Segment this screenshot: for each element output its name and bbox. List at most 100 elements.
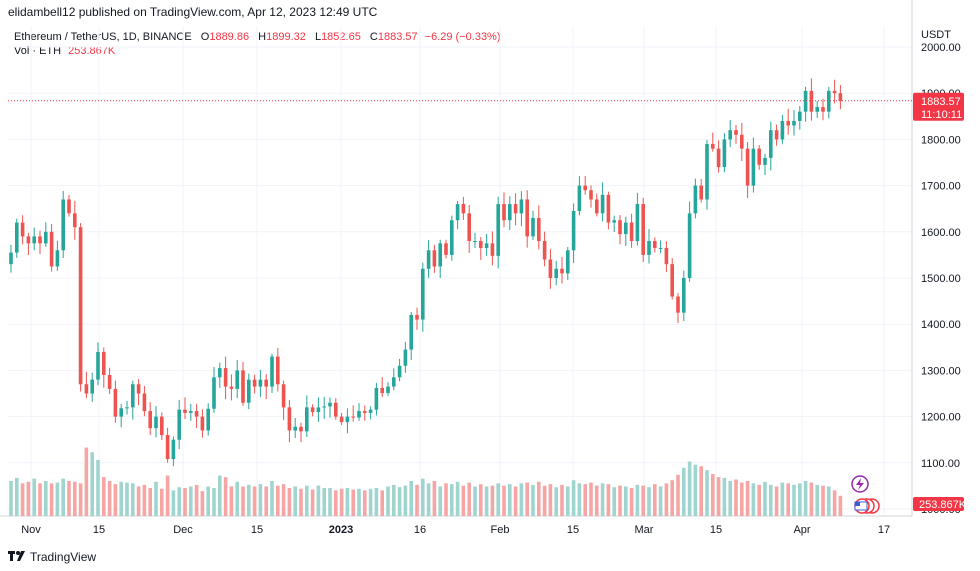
candle-body[interactable] [450,220,454,255]
candle-body[interactable] [519,199,524,214]
candle-body[interactable] [629,222,634,242]
candle-body[interactable] [20,222,25,237]
candle-body[interactable] [334,402,338,417]
candle-body[interactable] [270,356,274,387]
candle-body[interactable] [542,241,547,260]
candle-body[interactable] [322,406,326,408]
candle-body[interactable] [827,90,831,112]
candle-body[interactable] [293,426,297,431]
candle-body[interactable] [415,314,419,320]
candle-body[interactable] [61,199,65,251]
candle-body[interactable] [194,411,199,417]
candle-body[interactable] [716,148,721,168]
candle-body[interactable] [165,435,170,460]
candle-body[interactable] [670,264,674,297]
candle-body[interactable] [745,148,750,186]
candle-body[interactable] [763,157,767,165]
candle-body[interactable] [368,409,373,413]
candle-body[interactable] [774,130,779,140]
candle-body[interactable] [490,243,495,256]
candle-body[interactable] [467,213,471,242]
candle-body[interactable] [247,379,251,403]
candle-body[interactable] [84,384,89,394]
candle-body[interactable] [136,384,141,394]
candle-body[interactable] [223,368,228,387]
candle-body[interactable] [90,379,94,394]
candle-body[interactable] [276,356,280,385]
candle-body[interactable] [9,252,13,265]
candle-body[interactable] [177,409,181,440]
candle-body[interactable] [479,241,483,248]
candle-body[interactable] [32,236,36,244]
candle-body[interactable] [513,204,518,214]
candle-body[interactable] [682,278,686,313]
candle-body[interactable] [803,90,808,112]
candle-body[interactable] [310,407,315,412]
candle-body[interactable] [374,387,379,410]
candle-body[interactable] [55,250,60,267]
candle-body[interactable] [357,411,361,418]
candle-body[interactable] [421,268,425,320]
candle-body[interactable] [142,393,147,412]
candle-body[interactable] [426,250,431,269]
candle-body[interactable] [409,314,413,350]
candle-body[interactable] [687,213,692,278]
candle-body[interactable] [392,377,396,387]
candle-body[interactable] [345,416,350,423]
candle-body[interactable] [595,199,599,214]
candle-body[interactable] [287,407,292,431]
candle-body[interactable] [339,416,344,423]
candle-body[interactable] [438,243,442,267]
candle-body[interactable] [653,241,657,248]
candle-body[interactable] [386,386,390,394]
candle-body[interactable] [351,416,355,418]
candle-body[interactable] [571,211,576,251]
candle-body[interactable] [635,204,640,242]
candle-body[interactable] [218,368,222,378]
candle-body[interactable] [502,204,506,221]
candle-body[interactable] [473,241,477,243]
candle-body[interactable] [496,204,500,256]
candle-body[interactable] [380,387,384,394]
candle-body[interactable] [531,217,535,237]
candle-body[interactable] [600,194,605,214]
candle-body[interactable] [235,370,239,389]
candle-body[interactable] [734,130,738,135]
candle-body[interactable] [624,222,628,235]
candle-body[interactable] [264,379,268,387]
candle-body[interactable] [537,217,541,242]
candle-body[interactable] [206,408,210,431]
candle-body[interactable] [49,231,54,267]
candle-body[interactable] [96,351,100,380]
candle-body[interactable] [241,370,245,403]
candle-body[interactable] [67,199,71,214]
candle-body[interactable] [548,259,553,278]
candle-body[interactable] [809,90,814,112]
candle-body[interactable] [786,120,790,126]
candle-body[interactable] [832,90,837,94]
candle-body[interactable] [583,185,587,191]
candle-body[interactable] [212,377,216,409]
symbol-label[interactable]: Ethereum / TetherUS, 1D, BINANCE [14,31,192,43]
candle-body[interactable] [131,384,135,408]
candle-body[interactable] [757,148,761,165]
candle-body[interactable] [154,416,158,429]
candle-body[interactable] [44,231,48,244]
candle-body[interactable] [444,243,448,255]
candle-body[interactable] [525,199,529,237]
candle-body[interactable] [305,407,309,432]
candle-body[interactable] [189,411,193,413]
candle-body[interactable] [606,194,611,223]
candle-body[interactable] [316,407,321,412]
candle-body[interactable] [328,402,332,407]
candle-body[interactable] [722,139,727,168]
candle-body[interactable] [148,411,152,429]
candle-body[interactable] [38,236,42,244]
candle-body[interactable] [711,144,715,149]
candle-body[interactable] [455,204,460,221]
candle-body[interactable] [560,268,564,274]
candle-body[interactable] [299,426,303,432]
candle-body[interactable] [728,130,732,140]
candle-body[interactable] [641,204,645,255]
candle-body[interactable] [751,148,756,186]
